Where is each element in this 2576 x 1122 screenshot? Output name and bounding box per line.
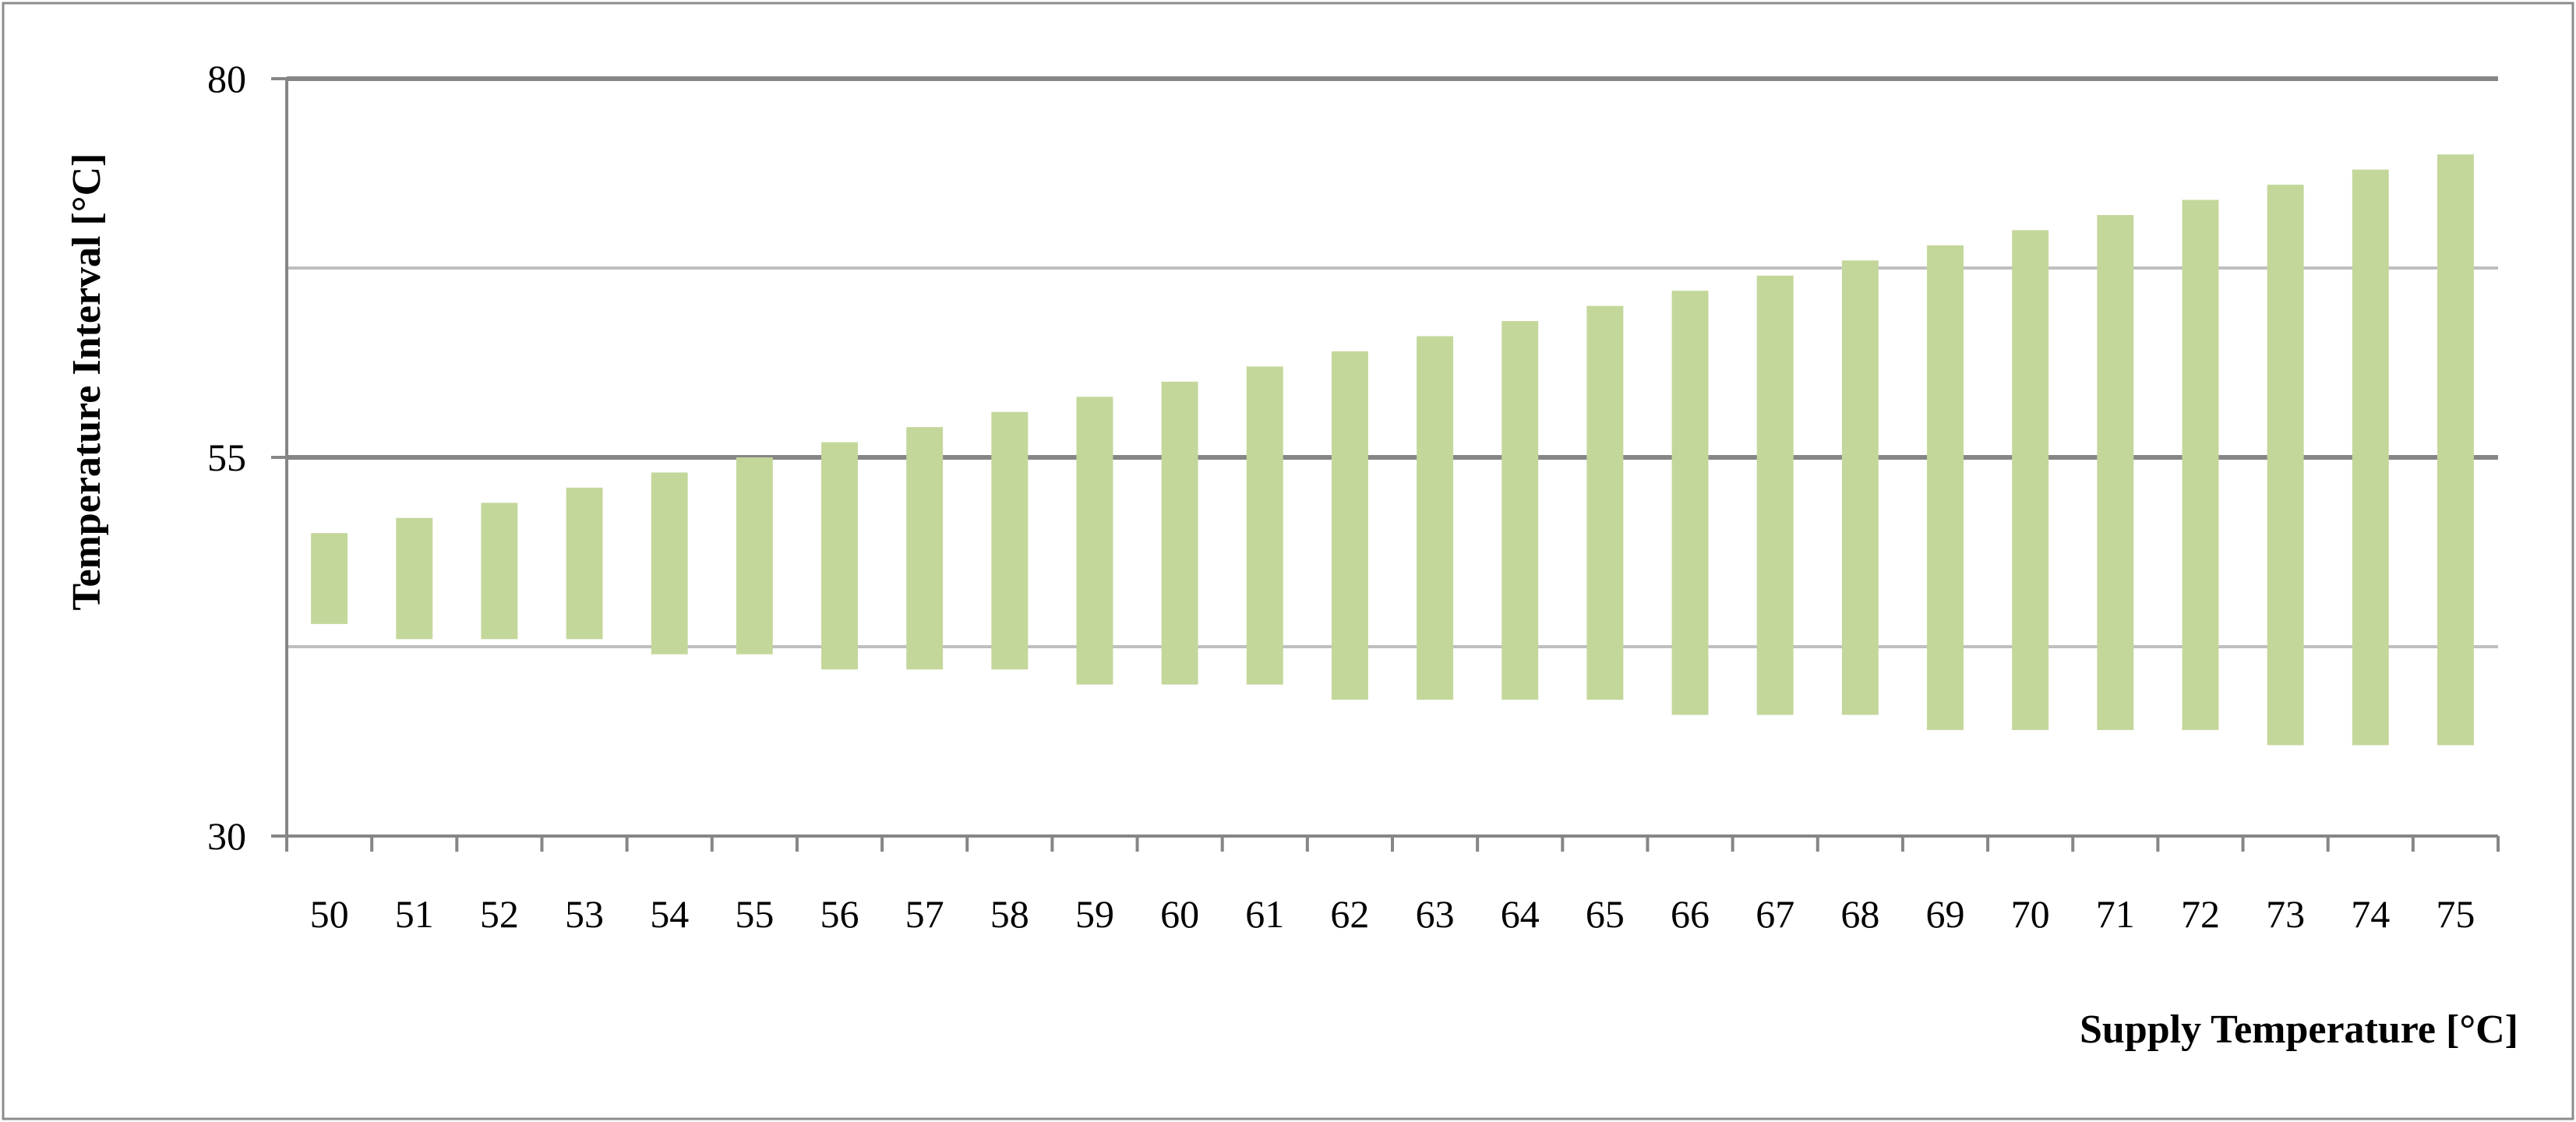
x-tick-label: 61 [1245,892,1284,936]
y-tick-label: 55 [207,436,246,479]
x-axis-title: Supply Temperature [°C] [2080,1007,2518,1052]
bar-67 [1756,275,1794,715]
x-tick-label: 75 [2436,892,2475,936]
x-tick-label: 66 [1671,892,1710,936]
x-tick-label: 53 [565,892,604,936]
x-tick-label: 74 [2351,892,2390,936]
x-tick-label: 56 [820,892,859,936]
bar-55 [736,457,773,654]
x-tick-label: 57 [905,892,944,936]
bar-61 [1246,366,1283,685]
bar-73 [2267,185,2304,746]
x-tick-label: 51 [395,892,434,936]
bar-59 [1076,397,1113,685]
x-tick-label: 71 [2096,892,2135,936]
bar-62 [1331,351,1368,700]
x-tick-label: 65 [1586,892,1625,936]
y-axis-title: Temperature Interval [°C] [65,153,109,611]
bar-75 [2437,154,2474,746]
bar-71 [2097,214,2134,730]
bar-70 [2012,230,2049,730]
bar-65 [1586,305,1624,700]
x-tick-label: 55 [735,892,774,936]
bar-68 [1841,260,1879,715]
y-tick-label: 80 [207,57,246,101]
y-tick-label: 30 [207,814,246,858]
x-tick-label: 63 [1416,892,1455,936]
bar-74 [2352,169,2389,746]
x-tick-label: 73 [2266,892,2305,936]
bar-58 [991,411,1029,670]
bar-60 [1161,381,1198,685]
x-tick-label: 64 [1501,892,1540,936]
x-tick-label: 60 [1160,892,1199,936]
x-tick-label: 72 [2181,892,2220,936]
bar-66 [1671,291,1709,715]
x-tick-label: 62 [1330,892,1369,936]
bar-54 [651,472,688,654]
bar-57 [906,427,944,670]
x-tick-label: 58 [990,892,1029,936]
bar-52 [481,503,518,640]
bar-53 [566,487,603,640]
tick-labels: 30 55 80 50 51 52 53 54 55 56 57 58 59 60 61 62 63 64 65 66… [207,57,2475,936]
bar-72 [2182,199,2219,730]
x-tick-label: 70 [2011,892,2050,936]
x-tick-label: 68 [1840,892,1879,936]
x-tick-label: 59 [1075,892,1114,936]
x-tick-label: 52 [480,892,519,936]
bar-51 [396,517,433,640]
bars [311,154,2474,746]
x-tick-label: 50 [310,892,349,936]
bar-50 [311,533,348,624]
x-tick-label: 67 [1756,892,1794,936]
axes [271,77,2500,852]
bar-63 [1417,336,1454,700]
bar-64 [1501,321,1539,700]
bar-69 [1927,245,1964,730]
x-tick-label: 54 [650,892,689,936]
bar-56 [821,442,858,670]
x-tick-label: 69 [1926,892,1965,936]
